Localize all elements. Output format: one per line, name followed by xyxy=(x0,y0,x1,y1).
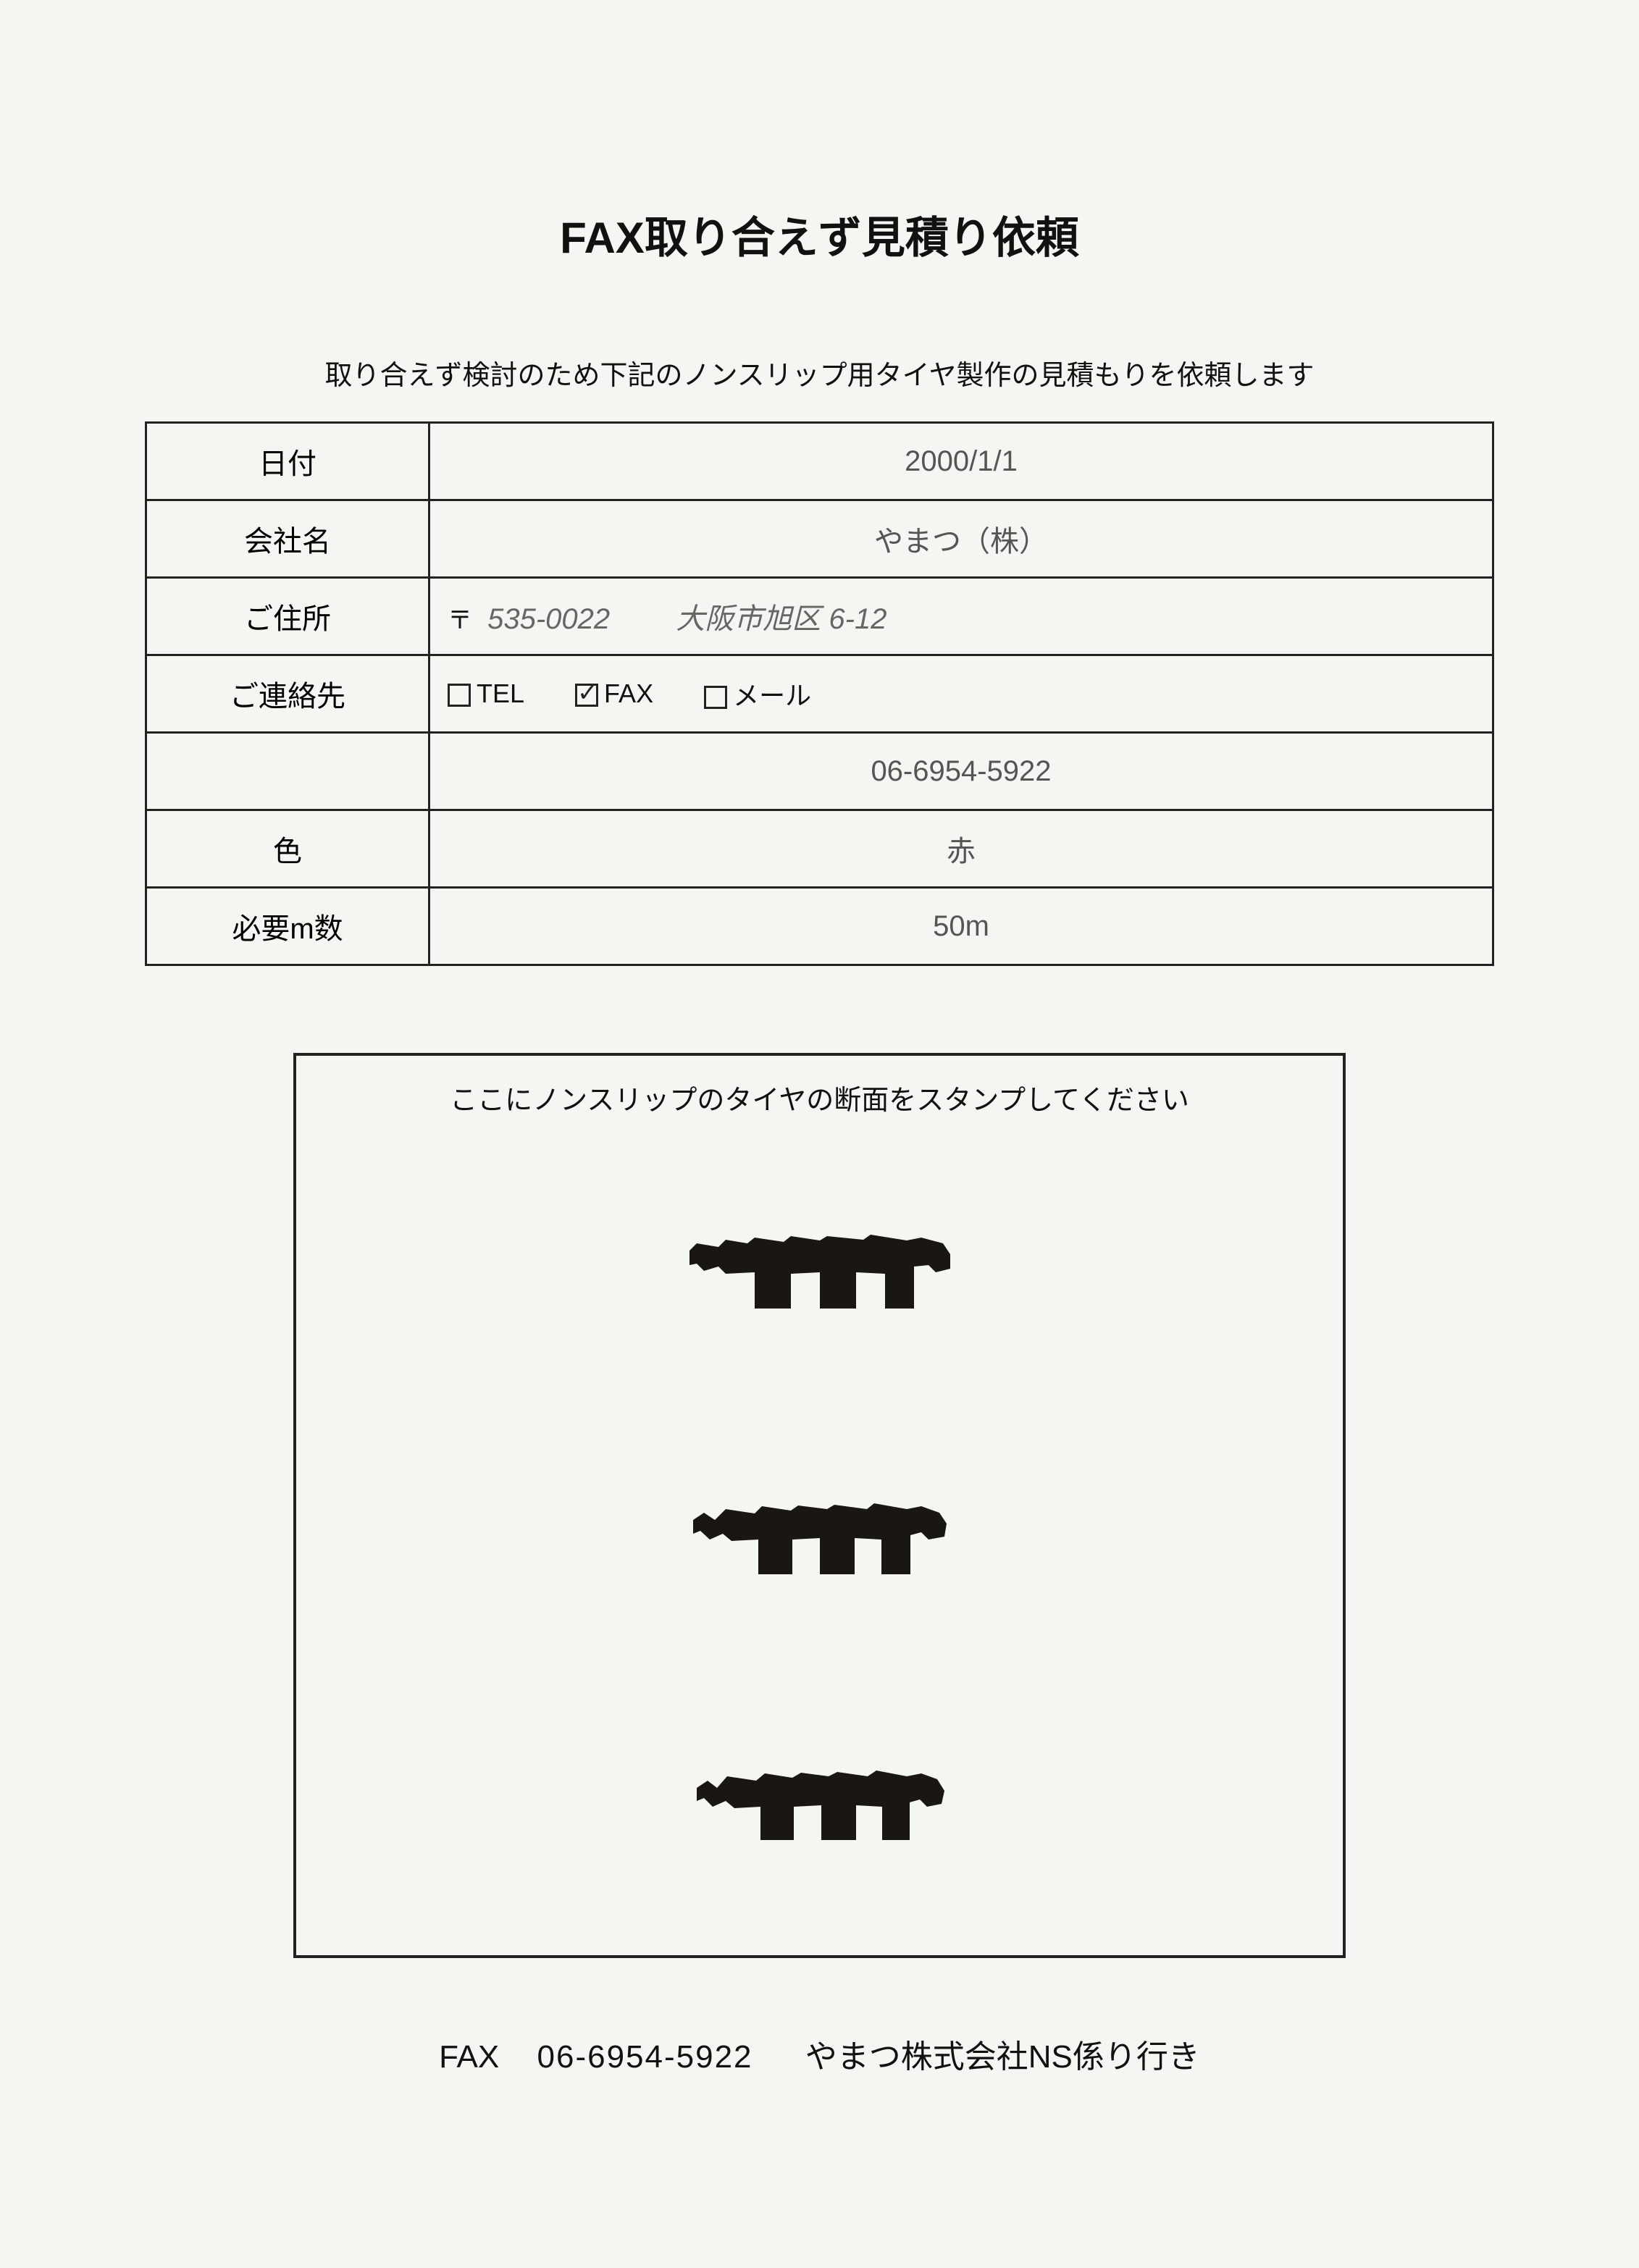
footer: FAX 06-6954-5922 やまつ株式会社NS係り行き xyxy=(145,2030,1494,2077)
row-color: 色 赤 xyxy=(146,810,1493,888)
opt-fax-label: FAX xyxy=(604,679,653,708)
stamp-profile-1-icon xyxy=(675,1222,965,1330)
label-contact-blank xyxy=(146,733,429,810)
value-color[interactable]: 赤 xyxy=(429,810,1493,888)
label-length: 必要m数 xyxy=(146,888,429,965)
value-company[interactable]: やまつ（株） xyxy=(429,500,1493,578)
footer-recipient: やまつ株式会社NS係り行き xyxy=(805,2039,1200,2075)
value-address[interactable]: 〒 535-0022 大阪市旭区 6-12 xyxy=(429,578,1493,655)
page-subtitle: 取り合えず検討のため下記のノンスリップ用タイヤ製作の見積もりを依頼します xyxy=(145,353,1494,392)
row-date: 日付 2000/1/1 xyxy=(146,423,1493,500)
footer-fax-label: FAX xyxy=(439,2039,499,2075)
checkbox-mail[interactable] xyxy=(704,686,727,709)
opt-fax[interactable]: FAX xyxy=(575,679,653,709)
opt-mail[interactable]: メール xyxy=(704,675,811,713)
value-contact-options: TEL FAX メール xyxy=(429,655,1493,733)
checkbox-fax[interactable] xyxy=(575,684,598,707)
value-date[interactable]: 2000/1/1 xyxy=(429,423,1493,500)
stamp-area[interactable] xyxy=(296,1143,1343,1941)
checkbox-tel[interactable] xyxy=(448,684,471,707)
address-rest: 大阪市旭区 6-12 xyxy=(676,603,886,635)
opt-tel-label: TEL xyxy=(477,679,524,708)
stamp-profile-2-icon xyxy=(675,1487,965,1596)
label-date: 日付 xyxy=(146,423,429,500)
opt-tel[interactable]: TEL xyxy=(448,679,524,709)
label-color: 色 xyxy=(146,810,429,888)
stamp-instruction: ここにノンスリップのタイヤの断面をスタンプしてください xyxy=(311,1078,1328,1117)
label-contact: ご連絡先 xyxy=(146,655,429,733)
page-title: FAX取り合えず見積り依頼 xyxy=(145,203,1494,266)
postal-mark: 〒 xyxy=(448,607,472,634)
opt-mail-label: メール xyxy=(733,681,811,710)
label-company: 会社名 xyxy=(146,500,429,578)
value-length[interactable]: 50m xyxy=(429,888,1493,965)
row-length: 必要m数 50m xyxy=(146,888,1493,965)
row-contact-value: 06-6954-5922 xyxy=(146,733,1493,810)
stamp-box: ここにノンスリップのタイヤの断面をスタンプしてください xyxy=(293,1053,1346,1958)
stamp-section: ここにノンスリップのタイヤの断面をスタンプしてください xyxy=(293,1053,1346,1958)
row-company: 会社名 やまつ（株） xyxy=(146,500,1493,578)
label-address: ご住所 xyxy=(146,578,429,655)
row-contact-options: ご連絡先 TEL FAX メール xyxy=(146,655,1493,733)
footer-fax-number: 06-6954-5922 xyxy=(537,2039,753,2075)
value-contact-number[interactable]: 06-6954-5922 xyxy=(429,733,1493,810)
stamp-profile-3-icon xyxy=(675,1753,965,1862)
fax-form-page: FAX取り合えず見積り依頼 取り合えず検討のため下記のノンスリップ用タイヤ製作の… xyxy=(0,0,1639,2268)
form-table: 日付 2000/1/1 会社名 やまつ（株） ご住所 〒 535-0022 大阪… xyxy=(145,421,1494,966)
postal-code: 535-0022 xyxy=(487,603,610,635)
row-address: ご住所 〒 535-0022 大阪市旭区 6-12 xyxy=(146,578,1493,655)
